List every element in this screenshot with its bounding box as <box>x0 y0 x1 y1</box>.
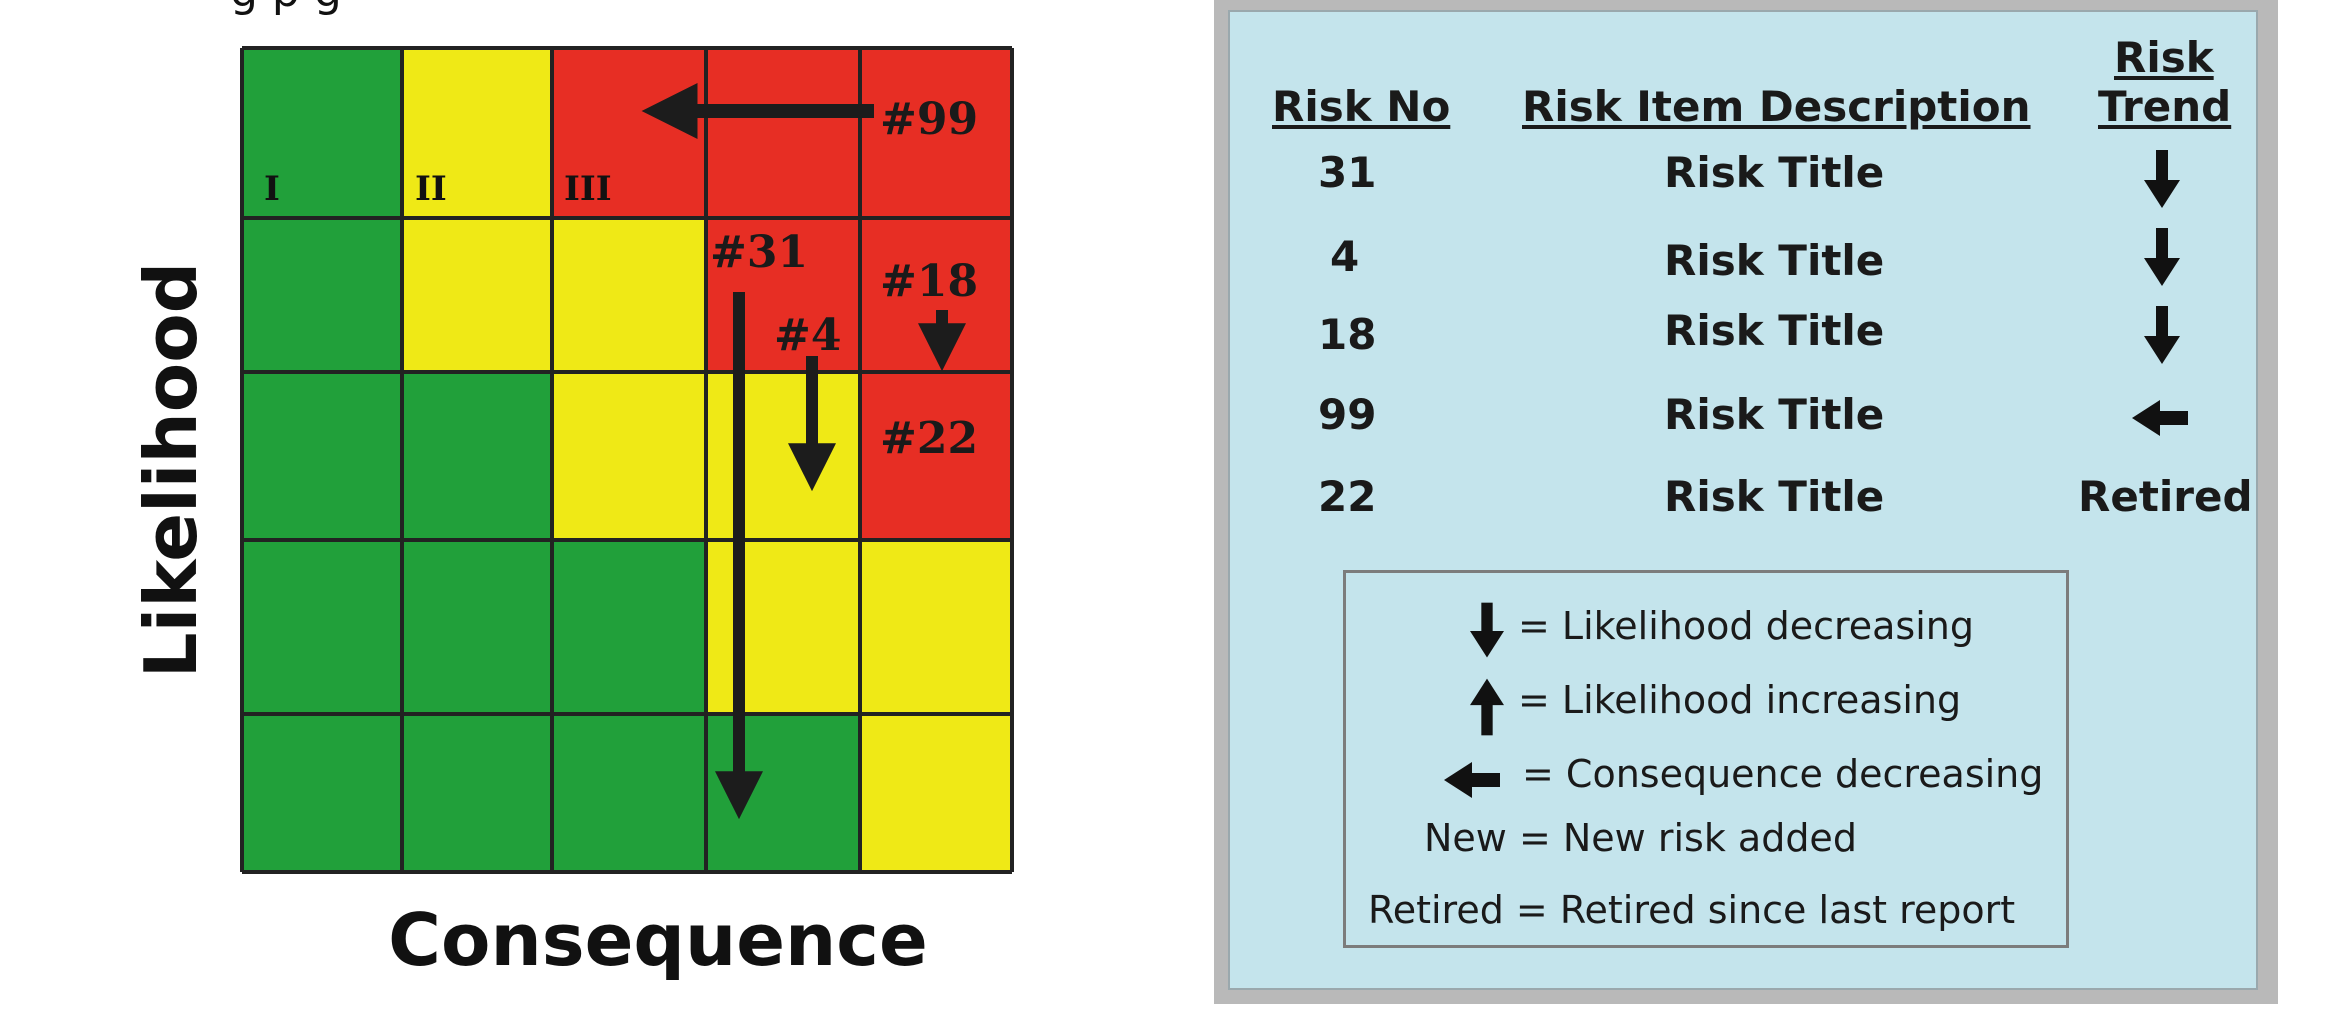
legend-left-text: = Consequence decreasing <box>1522 752 2044 796</box>
risk-label-18: #18 <box>880 256 978 307</box>
legend-up-arrow-icon <box>1470 678 1504 736</box>
header-trend-line2: Trend <box>2098 82 2232 131</box>
matrix-cell-r2-c4 <box>706 218 860 372</box>
matrix-cell-r4-c2 <box>402 540 552 714</box>
matrix-cell-r4-c3 <box>552 540 706 714</box>
header-risk-no: Risk No <box>1272 82 1451 131</box>
trend-arrows <box>641 83 966 820</box>
row-2-trend-down-icon <box>2144 228 2180 286</box>
legend-left-arrow-icon <box>1444 762 1500 798</box>
row-5-risk-no: 22 <box>1318 472 1377 521</box>
matrix-cell-r3-c1 <box>242 372 402 540</box>
matrix-cell-r2-c3 <box>552 218 706 372</box>
row-1-trend-down-icon <box>2144 150 2180 208</box>
legend-retired-text: Retired = Retired since last report <box>1368 888 2016 932</box>
risk-matrix: I II III #99 #31 #18 #4 #22 Likelihood C… <box>129 46 1014 982</box>
matrix-cell-r2-c1 <box>242 218 402 372</box>
row-4-description: Risk Title <box>1664 390 1885 439</box>
risk-label-99: #99 <box>880 94 978 145</box>
row-1-description: Risk Title <box>1664 148 1885 197</box>
risk-label-22: #22 <box>880 413 978 464</box>
matrix-cell-r3-c4 <box>706 372 860 540</box>
risk-label-4: #4 <box>774 310 841 361</box>
legend-down-arrow-icon <box>1470 602 1504 658</box>
zone-label-iii: III <box>564 169 612 209</box>
matrix-cell-r1-c4 <box>706 48 860 218</box>
row-1-risk-no: 31 <box>1318 148 1377 197</box>
risk-table-panel <box>1228 10 2258 990</box>
row-4-risk-no: 99 <box>1318 390 1377 439</box>
header-description: Risk Item Description <box>1522 82 2031 131</box>
row-4-trend-left-icon <box>2132 400 2188 436</box>
matrix-cell-r2-c2 <box>402 218 552 372</box>
risk-label-31: #31 <box>710 227 808 278</box>
matrix-cell-r5-c4 <box>706 714 860 872</box>
matrix-cell-r1-c5 <box>860 48 1012 218</box>
row-2-risk-no: 4 <box>1330 232 1360 281</box>
matrix-cell-r5-c1 <box>242 714 402 872</box>
zone-label-i: I <box>264 169 280 209</box>
matrix-cell-r1-c2 <box>402 48 552 218</box>
row-3-description: Risk Title <box>1664 306 1885 355</box>
row-5-trend-retired: Retired <box>2078 472 2253 521</box>
matrix-cell-r1-c1 <box>242 48 402 218</box>
matrix-cell-r3-c5 <box>860 372 1012 540</box>
x-axis-label: Consequence <box>388 898 928 982</box>
matrix-cell-r5-c3 <box>552 714 706 872</box>
matrix-cell-r3-c3 <box>552 372 706 540</box>
matrix-cell-r5-c5 <box>860 714 1012 872</box>
legend-down-text: = Likelihood decreasing <box>1518 604 1974 648</box>
clipped-caption: g p g <box>230 0 342 17</box>
matrix-cell-r4-c1 <box>242 540 402 714</box>
row-3-trend-down-icon <box>2144 306 2180 364</box>
matrix-cell-r5-c2 <box>402 714 552 872</box>
matrix-cell-r3-c2 <box>402 372 552 540</box>
row-5-description: Risk Title <box>1664 472 1885 521</box>
y-axis-label: Likelihood <box>129 262 213 678</box>
legend-new-text: New = New risk added <box>1424 816 1857 860</box>
row-2-description: Risk Title <box>1664 236 1885 285</box>
matrix-cell-r4-c5 <box>860 540 1012 714</box>
legend-up-text: = Likelihood increasing <box>1518 678 1962 722</box>
zone-label-ii: II <box>415 169 447 209</box>
header-trend-line1: Risk <box>2114 33 2214 82</box>
row-3-risk-no: 18 <box>1318 310 1377 359</box>
matrix-cell-r4-c4 <box>706 540 860 714</box>
trend-legend <box>1343 570 2069 948</box>
